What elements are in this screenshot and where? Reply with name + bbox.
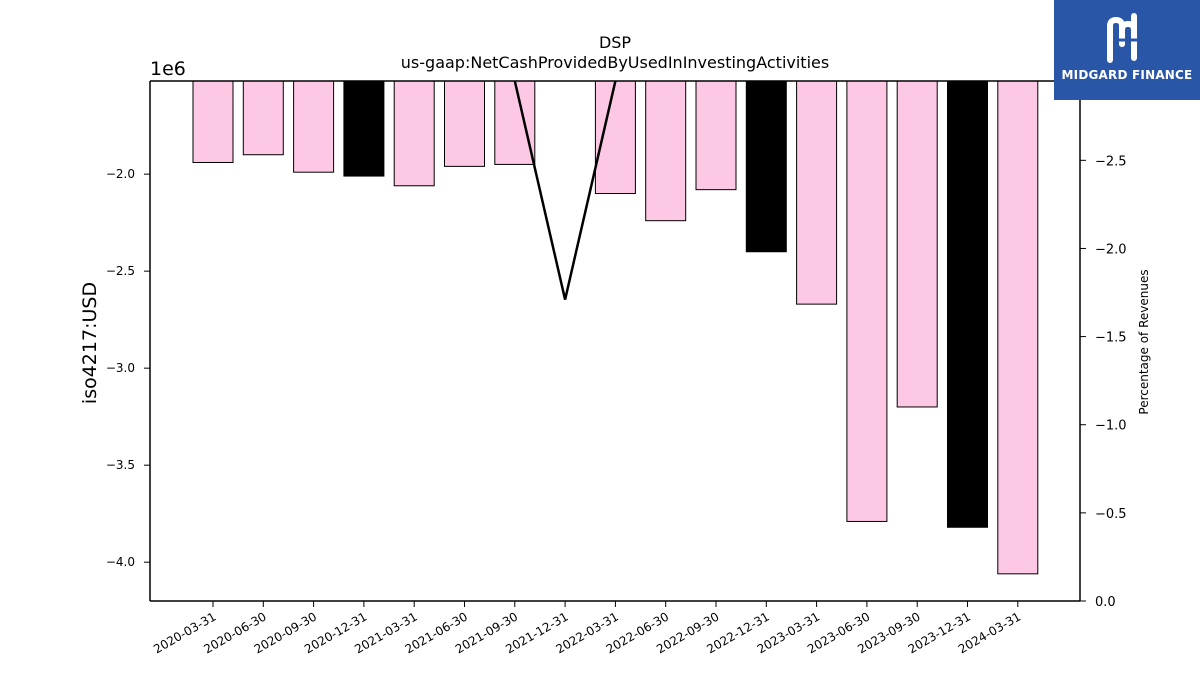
y2-tick-label: −1.5 — [1095, 331, 1127, 346]
bar-2021-06-30 — [444, 80, 485, 167]
bar-2023-06-30 — [846, 80, 888, 522]
midgard-logo-icon — [1107, 13, 1140, 63]
y-tick-label: −3.0 — [106, 361, 135, 375]
bar-2020-06-30 — [242, 80, 284, 156]
brand-logo: MIDGARD FINANCE — [1054, 0, 1200, 100]
y2-axis-label: Percentage of Revenues — [1137, 269, 1151, 414]
y2-tick-label: −2.5 — [1095, 154, 1127, 169]
y-tick-label: −2.0 — [106, 167, 135, 181]
bar-2022-12-31 — [745, 80, 787, 253]
bar-2023-09-30 — [896, 80, 938, 408]
bar-2021-09-30 — [494, 80, 536, 165]
bar-2020-03-31 — [192, 80, 234, 163]
line-series — [513, 80, 617, 300]
bar-2023-12-31 — [947, 80, 988, 528]
chart-title: DSP — [599, 33, 631, 52]
bar-2020-09-30 — [293, 80, 335, 173]
y2-tick-label: −2.0 — [1095, 242, 1127, 257]
bar-2022-09-30 — [695, 80, 737, 191]
bar-2021-03-31 — [393, 80, 435, 187]
bar-2023-03-31 — [796, 80, 838, 305]
bar-2022-06-30 — [645, 80, 687, 222]
y-tick-label: −3.5 — [106, 458, 135, 472]
bar-2024-03-31 — [997, 80, 1039, 575]
y-axis-label: iso4217:USD — [79, 282, 101, 404]
bar-2020-12-31 — [343, 80, 385, 177]
y-tick-label: −4.0 — [106, 555, 135, 569]
y2-tick-label: −0.5 — [1095, 507, 1127, 522]
y-offset-label: 1e6 — [150, 58, 186, 80]
logo-text: MIDGARD FINANCE — [1061, 68, 1193, 82]
y2-tick-label: −1.0 — [1095, 419, 1127, 434]
y2-tick-label: 0.0 — [1095, 595, 1116, 610]
chart-subtitle: us-gaap:NetCashProvidedByUsedInInvesting… — [401, 53, 829, 72]
y-tick-label: −2.5 — [106, 264, 135, 278]
